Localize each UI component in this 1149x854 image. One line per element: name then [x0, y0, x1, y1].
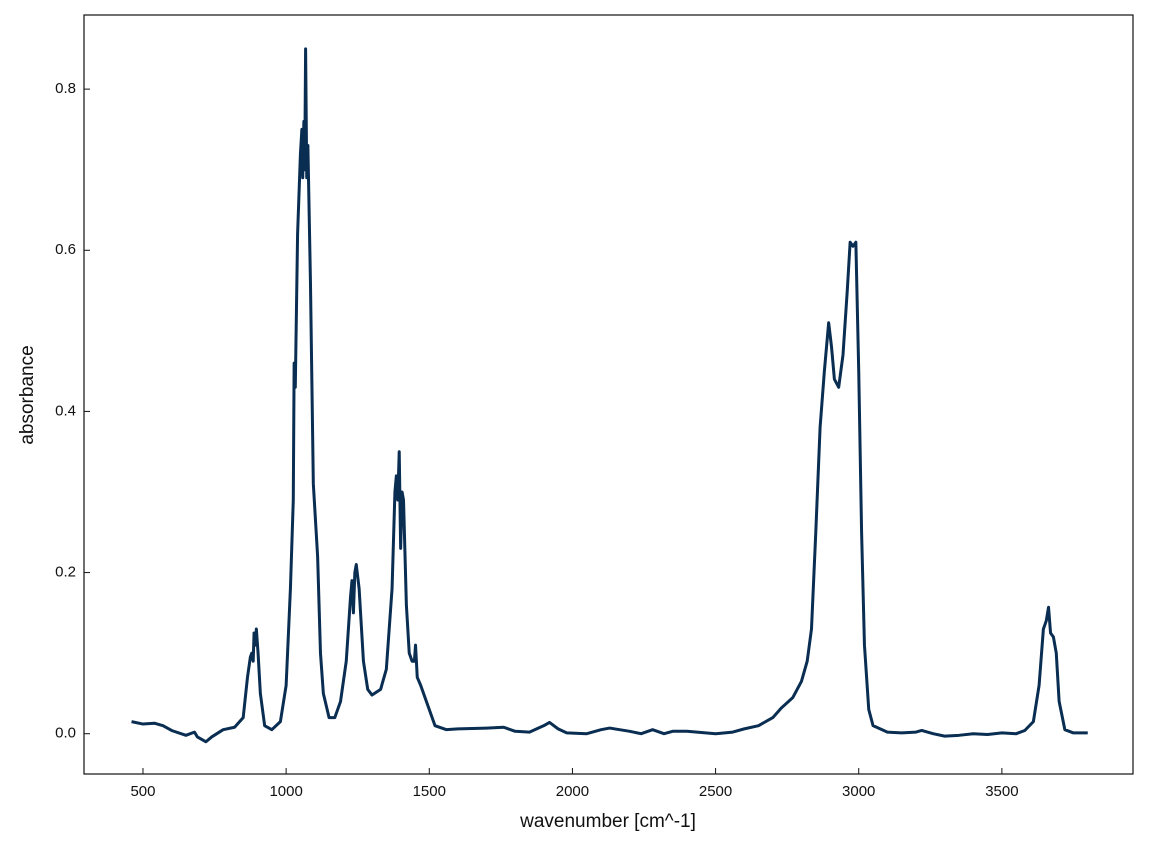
plot-frame — [83, 14, 1134, 775]
y-tick-label: 0.8 — [55, 80, 76, 97]
x-tick-label: 500 — [130, 783, 155, 800]
x-tick-label: 1000 — [269, 783, 302, 800]
y-tick-label: 0.0 — [55, 725, 76, 742]
y-axis-label: absorbance — [17, 345, 38, 444]
x-tick-label: 3000 — [842, 783, 875, 800]
x-tick-label: 2500 — [699, 783, 732, 800]
x-tick-label: 1500 — [413, 783, 446, 800]
y-tick-label: 0.4 — [55, 402, 76, 419]
y-tick-label: 0.6 — [55, 241, 76, 258]
x-tick-label: 2000 — [556, 783, 589, 800]
y-tick-label: 0.2 — [55, 564, 76, 581]
x-axis-label: wavenumber [cm^-1] — [519, 811, 696, 832]
x-tick-label: 3500 — [985, 783, 1018, 800]
spectrum-line — [131, 47, 1088, 744]
